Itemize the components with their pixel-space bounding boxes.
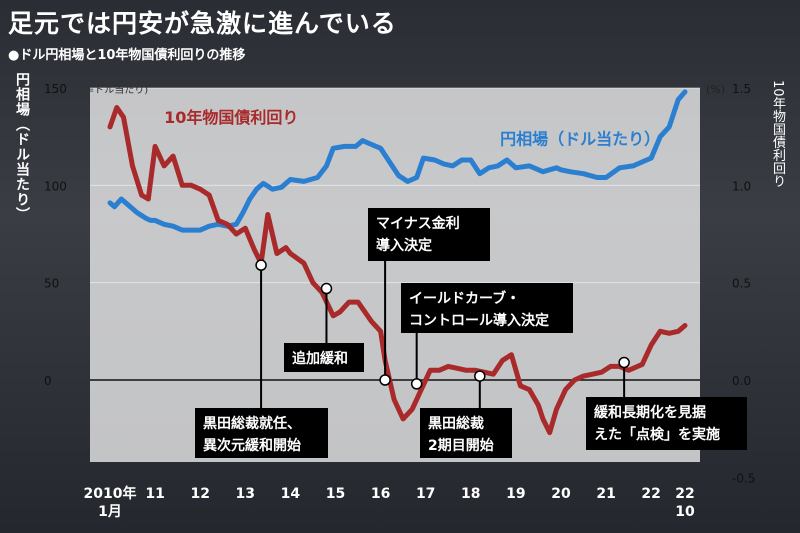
page-title: 足元では円安が急激に進んでいる <box>8 9 397 38</box>
annotation-text: マイナス金利 <box>376 215 460 232</box>
annotation-box <box>586 397 747 450</box>
series-label: 10年物国債利回り <box>164 108 298 127</box>
x-tick-label: 12 <box>190 486 209 502</box>
right-tick-label: 0.5 <box>732 277 751 291</box>
left-axis-title: 円相場（ドル当たり） <box>14 72 30 222</box>
annotation-text: えた「点検」を実施 <box>594 426 720 443</box>
right-tick-label: 1.0 <box>732 179 751 193</box>
annotation-text: イールドカーブ・ <box>409 290 520 307</box>
right-unit-label: (%) <box>706 83 725 96</box>
annotation-marker <box>379 374 391 386</box>
annotation-box <box>401 283 573 333</box>
annotation-marker <box>320 282 333 295</box>
x-tick-label: 22 <box>641 486 660 502</box>
x-tick-label: 20 <box>551 486 571 502</box>
x-tick-label: 1月 <box>98 504 122 520</box>
x-tick-label: 16 <box>371 486 390 502</box>
annotation-text: コントロール導入決定 <box>409 312 549 329</box>
annotation-box <box>195 408 328 458</box>
left-tick-label: 100 <box>44 179 67 193</box>
x-tick-label: 18 <box>461 486 480 502</box>
series-line-yield <box>107 105 688 436</box>
annotation-marker <box>474 370 486 382</box>
left-tick-label: 0 <box>44 374 52 388</box>
series-line-yen <box>107 89 688 233</box>
annotation-marker <box>255 259 267 271</box>
right-tick-label: 0.0 <box>732 374 751 388</box>
x-tick-label: 11 <box>145 486 164 502</box>
annotation-text: 2期目開始 <box>428 437 494 454</box>
series-label: 円相場（ドル当たり） <box>500 129 660 148</box>
left-tick-label: 150 <box>44 82 67 96</box>
left-unit-label: (円=ドル当たり) <box>72 83 148 96</box>
annotation-marker <box>410 378 423 390</box>
x-tick-label: 14 <box>281 486 301 502</box>
annotation-text: 導入決定 <box>376 237 432 254</box>
annotation-text: 追加緩和 <box>292 350 348 367</box>
right-tick-label: -0.5 <box>732 471 755 485</box>
annotation-text: 黒田総裁就任、 <box>203 415 301 432</box>
annotation-text: 緩和長期化を見据 <box>594 404 706 421</box>
annotation-text: 異次元緩和開始 <box>203 437 301 454</box>
annotation-box <box>420 408 512 458</box>
x-tick-label: 13 <box>236 486 255 502</box>
x-tick-label: 2010年 <box>84 485 137 502</box>
right-tick-label: 1.5 <box>732 82 751 96</box>
x-tick-label: 19 <box>506 486 525 502</box>
annotation-box <box>284 343 364 372</box>
x-tick-label: 17 <box>416 486 435 502</box>
x-tick-label: 22 <box>675 486 694 502</box>
left-tick-label: 50 <box>44 277 59 291</box>
page-subtitle: ●ドル円相場と10年物国債利回りの推移 <box>8 48 246 63</box>
annotation-box <box>368 208 490 261</box>
annotation-marker <box>618 356 630 369</box>
x-tick-label: 21 <box>596 486 615 502</box>
x-tick-label: 10 <box>675 504 695 520</box>
right-axis-title: 10年物国債利回り <box>770 80 785 188</box>
x-tick-label: 15 <box>326 486 345 502</box>
annotation-text: 黒田総裁 <box>428 415 484 432</box>
